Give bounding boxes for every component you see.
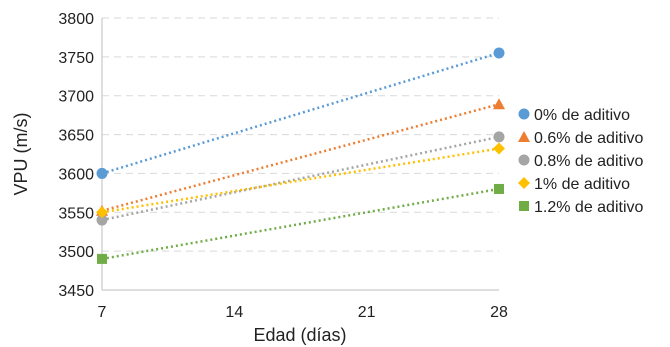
y-tick-label-3550: 3550 [58, 205, 94, 222]
series-0-point-0 [96, 167, 108, 179]
x-axis-label: Edad (días) [253, 325, 346, 345]
x-tick-label-14: 14 [225, 304, 243, 321]
legend-label-4: 1.2% de aditivo [534, 199, 644, 216]
series-4-point-1 [494, 183, 504, 194]
series-2-point-1 [493, 131, 505, 143]
legend-label-1: 0.6% de aditivo [534, 130, 644, 147]
legend-label-3: 1% de aditivo [534, 176, 630, 193]
axes [101, 18, 499, 291]
y-tick-labels: 3450 3500 3550 3600 3650 3700 3750 3800 [58, 11, 94, 300]
series-0 [96, 47, 505, 179]
series-2 [96, 131, 505, 226]
x-tick-label-21: 21 [358, 304, 376, 321]
y-tick-label-3650: 3650 [58, 128, 94, 145]
series-4 [97, 183, 504, 264]
legend-label-0: 0% de aditivo [534, 107, 630, 124]
y-tick-label-3450: 3450 [58, 283, 94, 300]
y-axis-label: VPU (m/s) [11, 113, 31, 196]
series-group [96, 47, 505, 264]
series-4-line [101, 187, 500, 261]
y-tick-label-3800: 3800 [58, 11, 94, 28]
legend-marker-2 [518, 154, 530, 166]
legend-marker-4 [519, 201, 529, 211]
series-3-line [101, 147, 500, 214]
series-1-point-1 [493, 98, 505, 110]
legend: 0% de aditivo 0.6% de aditivo 0.8% de adit… [518, 107, 644, 216]
series-2-point-0 [96, 214, 108, 226]
y-tick-label-3600: 3600 [58, 166, 94, 183]
series-3-point-1 [493, 142, 505, 155]
y-tick-label-3750: 3750 [58, 50, 94, 67]
series-1-line [101, 103, 500, 212]
series-4-point-0 [97, 253, 107, 264]
series-3-point-0 [96, 206, 108, 219]
y-tick-label-3500: 3500 [58, 244, 94, 261]
x-tick-labels: 7 14 21 28 [98, 304, 508, 321]
series-0-line [101, 51, 500, 175]
legend-marker-3 [518, 177, 530, 189]
legend-marker-0 [518, 108, 530, 120]
series-0-point-1 [493, 47, 505, 59]
y-tick-label-3700: 3700 [58, 89, 94, 106]
series-2-line [101, 135, 500, 222]
x-tick-label-28: 28 [490, 304, 508, 321]
series-3 [96, 142, 505, 219]
gridlines [102, 17, 499, 252]
legend-label-2: 0.8% de aditivo [534, 153, 644, 170]
legend-marker-1 [518, 131, 530, 142]
x-tick-label-7: 7 [98, 304, 107, 321]
